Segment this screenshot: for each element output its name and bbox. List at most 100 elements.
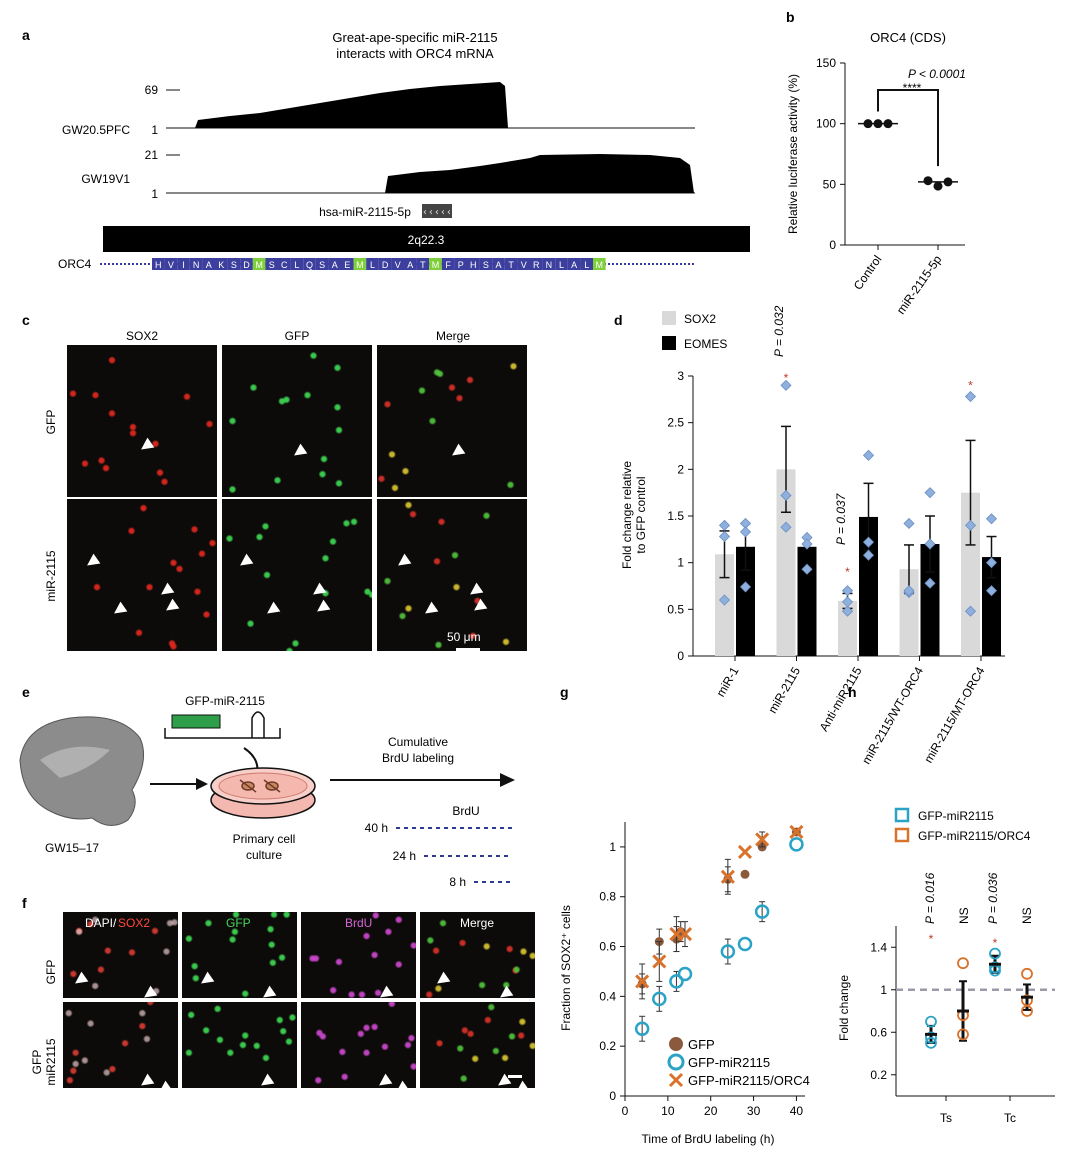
aa-cell (303, 258, 316, 270)
significance-bracket (877, 89, 939, 167)
legend-swatch-gfp-mir2115-orc4 (894, 827, 910, 843)
y-tick-label: 2.5 (667, 416, 684, 430)
aa-letter: A (407, 260, 413, 270)
aa-letter: M (432, 260, 440, 270)
aa-cell (189, 258, 203, 270)
brain-highlight (40, 746, 110, 778)
data-point (863, 119, 873, 129)
panel-c: c SOX2 GFP Merge GFP miR-2115 (22, 312, 470, 602)
aa-letter: A (332, 260, 338, 270)
culture-label-line2: culture (246, 848, 282, 862)
bar (797, 546, 817, 656)
panel-h-ylabel: Fold change (837, 975, 851, 1041)
gene-label: ORC4 (58, 257, 92, 271)
data-point (925, 1036, 937, 1049)
y-tick-label: 100 (816, 117, 836, 131)
panel-d-p2: P = 0.037 (834, 492, 848, 545)
aa-cell (278, 258, 291, 270)
x-tick-label: Control (851, 253, 885, 293)
x-tick-label: 10 (661, 1104, 675, 1118)
bar (838, 600, 857, 656)
track2-coverage (385, 154, 694, 193)
aa-letter: D (243, 260, 250, 270)
bar (859, 516, 878, 656)
aa-letter: L (559, 260, 564, 270)
aa-cell (215, 258, 228, 270)
panel-b: b ORC4 (CDS) 0 50 100 150 Control miR-2115-5p… (786, 9, 966, 317)
data-point (737, 844, 753, 859)
panel-f-scalebar (508, 1075, 522, 1078)
micrograph-f-mir2115-merge (420, 1002, 535, 1088)
x-tick-label: 30 (747, 1104, 761, 1118)
micrograph-c-mir2115-gfp (222, 499, 372, 651)
labeling-arrowhead (500, 773, 515, 787)
cell-icons (239, 779, 281, 793)
aa-cell (441, 258, 455, 270)
y-tick-label: 0.2 (599, 1039, 616, 1053)
data-point (862, 536, 875, 548)
data-point (957, 1028, 969, 1041)
y-tick-label: 3 (677, 369, 684, 383)
x-tick-label: 0 (622, 1104, 629, 1118)
micrograph-c-gfp-gfp (222, 345, 372, 497)
track1-coverage (195, 82, 508, 128)
panel-b-ylabel: Relative luciferase activity (%) (786, 74, 800, 234)
aa-letter: H (470, 260, 477, 270)
data-point (943, 177, 953, 187)
data-point (801, 563, 813, 575)
data-point (718, 530, 731, 543)
micrograph-f-mir2115-brdu (301, 1002, 416, 1088)
panel-g-xlabel: Time of BrdU labeling (h) (642, 1132, 775, 1146)
y-tick-label: 1 (880, 983, 887, 997)
petri-dish-medium (218, 772, 308, 800)
aa-cell (366, 258, 379, 270)
hairpin-icon (251, 711, 265, 738)
y-tick-label: 0 (609, 1089, 616, 1103)
data-point (873, 119, 883, 129)
x-tick-label: miR-2115/MT-ORC4 (921, 664, 988, 765)
panel-letter-d: d (614, 312, 623, 328)
construct-backbone (164, 728, 281, 739)
data-point (669, 974, 684, 989)
panel-f-col-sox2: SOX2 (118, 916, 151, 930)
y-tick-label: 0 (677, 649, 684, 663)
panel-d-ylabel-line1: Fold change relative (620, 461, 634, 569)
data-point (780, 521, 792, 533)
culture-label-line1: Primary cell (233, 832, 296, 846)
significance-star: * (968, 378, 973, 392)
data-point (923, 176, 933, 186)
y-tick-label: 1.5 (667, 509, 684, 523)
aa-cell (567, 258, 581, 270)
data-point (789, 837, 804, 852)
aa-cell (492, 258, 505, 270)
panel-h-p2: P = 0.036 (986, 872, 1000, 924)
x-tick-label: miR-2115-5p (894, 252, 945, 316)
y-tick-label: 0.4 (599, 989, 616, 1003)
aa-cell (593, 258, 606, 270)
data-point (957, 957, 969, 970)
data-point (652, 991, 667, 1007)
aa-cell (580, 258, 593, 270)
data-point (635, 974, 650, 989)
panel-f-col-merge: Merge (460, 916, 495, 930)
panel-c-scalebar-label: 50 μm (447, 630, 481, 644)
significance-star: * (845, 565, 850, 579)
y-tick-label: 1 (677, 556, 684, 570)
panel-d-p1: P = 0.032 (772, 305, 786, 357)
data-point (985, 585, 998, 597)
aa-cell (177, 258, 190, 270)
data-point (933, 181, 943, 191)
age-label: GW15–17 (45, 841, 99, 855)
aa-cell (341, 258, 354, 270)
aa-letter: N (546, 260, 553, 270)
y-tick-label: 150 (816, 56, 836, 70)
panel-f-col-dapi: DAPI/ (85, 916, 117, 930)
micrograph-c-gfp-sox2 (67, 345, 217, 497)
y-tick-label: 1 (609, 840, 616, 854)
data-point (677, 966, 693, 982)
x-tick-label: Anti-miR2115 (817, 664, 865, 733)
panel-f-col-gfp: GFP (226, 916, 251, 930)
micrograph-f-gfp-merge (420, 912, 535, 998)
y-tick-label: 0.8 (599, 890, 616, 904)
